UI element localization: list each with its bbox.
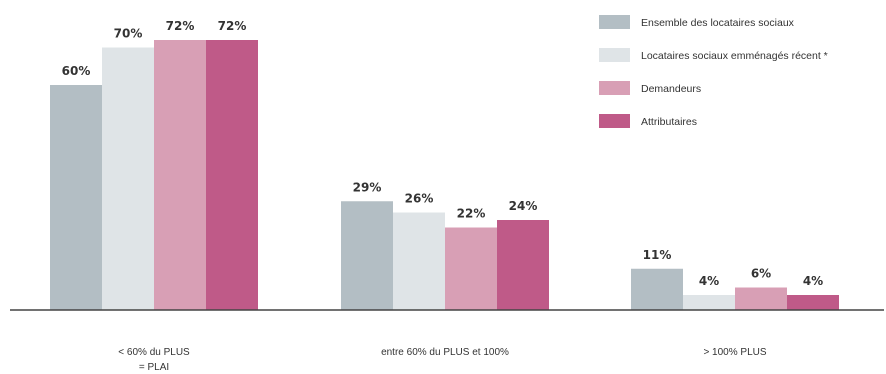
bars-layer [50,40,839,310]
bar-s1-c0 [102,47,154,310]
legend-label-2: Demandeurs [641,83,701,95]
category-labels-layer: < 60% du PLUS = PLAI entre 60% du PLUS et … [118,347,767,373]
bar-s2-c1 [445,227,497,310]
value-label-s1-c0: 70% [114,27,143,41]
bar-s1-c1 [393,212,445,310]
bar-s2-c0 [154,40,206,310]
bar-s0-c1 [341,201,393,310]
bar-s3-c2 [787,295,839,310]
value-label-s0-c2: 11% [643,248,672,262]
category-label-1: entre 60% du PLUS et 100% [381,347,509,358]
legend-label-0: Ensemble des locataires sociaux [641,17,795,29]
legend: Ensemble des locataires sociaux Locataire… [599,15,828,128]
value-label-s2-c0: 72% [166,19,195,33]
legend-swatch-2 [599,81,630,95]
value-label-s1-c1: 26% [405,192,434,206]
value-labels-layer: 60% 70% 72% 72% 29% 26% 22% 24% 11% 4% 6% 4% [62,19,824,288]
value-label-s2-c1: 22% [457,207,486,221]
value-label-s0-c0: 60% [62,64,91,78]
legend-swatch-3 [599,114,630,128]
bar-s1-c2 [683,295,735,310]
legend-swatch-1 [599,48,630,62]
category-label-2: > 100% PLUS [703,347,766,358]
bar-s0-c0 [50,85,102,310]
legend-label-1: Locataires sociaux emménagés récent * [641,50,828,62]
bar-s2-c2 [735,287,787,310]
bar-s3-c1 [497,220,549,310]
value-label-s1-c2: 4% [699,274,719,288]
legend-swatch-0 [599,15,630,29]
value-label-s3-c1: 24% [509,199,538,213]
value-label-s3-c0: 72% [218,19,247,33]
category-label-0: < 60% du PLUS [118,347,190,358]
value-label-s3-c2: 4% [803,274,823,288]
legend-label-3: Attributaires [641,116,697,128]
value-label-s0-c1: 29% [353,180,382,194]
bar-s3-c0 [206,40,258,310]
bar-s0-c2 [631,268,683,310]
category-label-0-line1: = PLAI [139,362,169,373]
value-label-s2-c2: 6% [751,267,771,281]
